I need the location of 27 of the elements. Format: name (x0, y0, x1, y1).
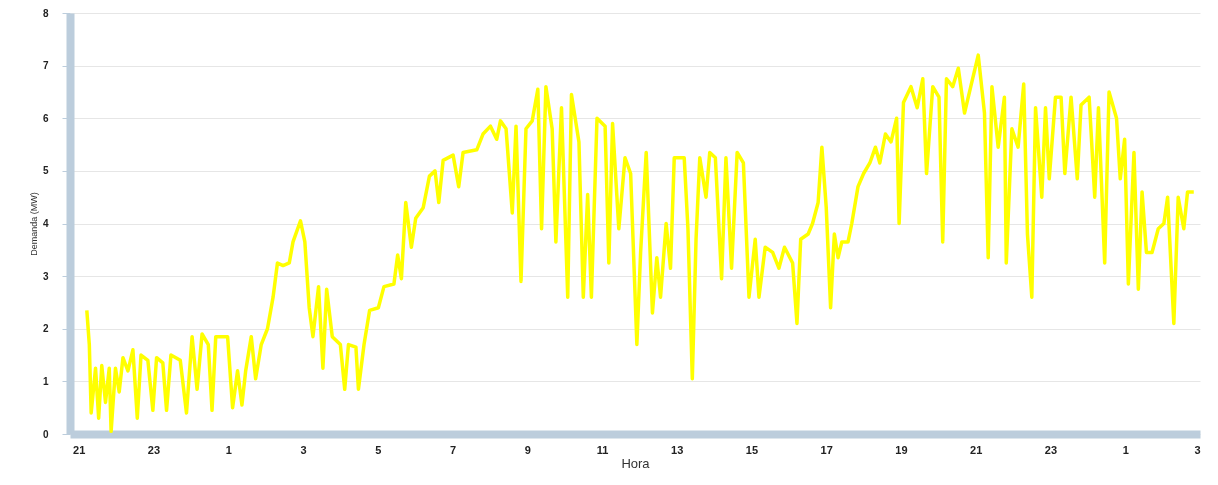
y-tick-label: 7 (42, 60, 49, 72)
x-tick-label: 21 (970, 443, 983, 456)
x-tick-label: 9 (524, 443, 531, 456)
x-tick-label: 23 (1044, 443, 1058, 456)
y-axis-title: Demanda (MW) (28, 192, 39, 256)
x-tick-label: 1 (225, 443, 232, 456)
y-tick-label: 3 (42, 270, 49, 282)
x-tick-label: 7 (449, 443, 457, 456)
y-tick-label: 5 (42, 165, 49, 177)
y-tick-label: 1 (42, 375, 49, 387)
x-tick-label: 15 (745, 443, 759, 456)
x-tick-label: 3 (300, 443, 307, 456)
y-tick-label: 2 (42, 323, 49, 335)
x-tick-label: 23 (147, 443, 161, 456)
x-tick-label: 21 (73, 443, 86, 456)
x-tick-label: 17 (820, 443, 833, 456)
x-tick-label: 5 (375, 443, 382, 456)
x-tick-label: 13 (671, 443, 684, 456)
y-tick-label: 0 (42, 428, 49, 440)
x-tick-label: 11 (596, 443, 609, 456)
y-tick-label: 4 (42, 218, 49, 229)
y-tick-label: 6 (42, 112, 49, 124)
y-tick-label: 8 (42, 7, 49, 19)
x-tick-label: 19 (895, 443, 908, 456)
x-axis-title: Hora (621, 455, 651, 471)
x-tick-label: 3 (1194, 443, 1201, 456)
x-tick-label: 1 (1122, 443, 1129, 456)
